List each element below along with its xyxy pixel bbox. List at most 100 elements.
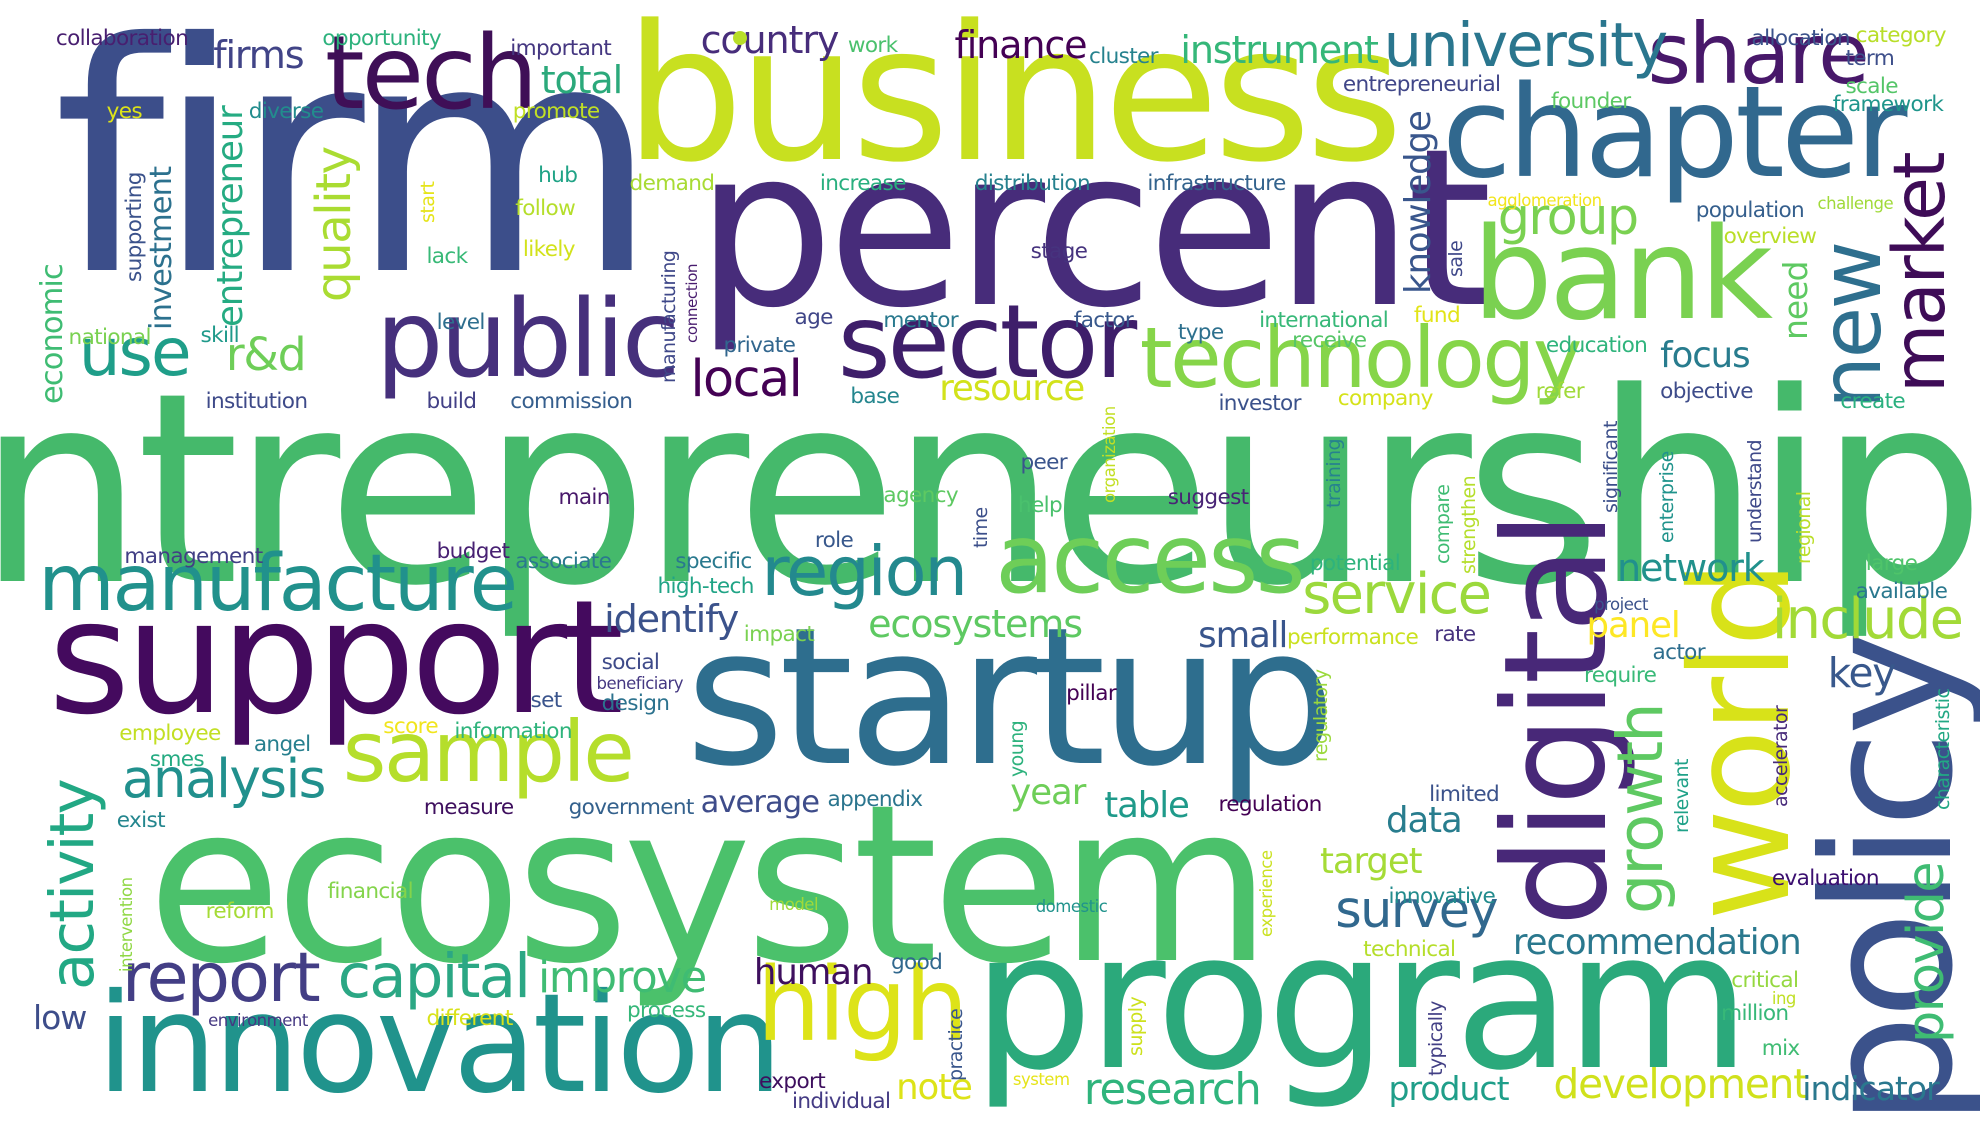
word-opportunity: opportunity	[322, 25, 442, 51]
word-process: process	[627, 998, 706, 1024]
word-network: network	[1617, 545, 1765, 590]
word-collaboration: collaboration	[55, 25, 189, 51]
word-important: important	[510, 36, 612, 62]
word-indicator: indicator	[1802, 1069, 1939, 1109]
word-provide: provide	[1896, 863, 1956, 1044]
word-resource: resource	[939, 368, 1085, 410]
word-role: role	[814, 528, 854, 554]
word-type: type	[1177, 320, 1224, 346]
word-organization: organization	[1099, 405, 1119, 503]
word-scale: scale	[1845, 74, 1898, 100]
word-relevant: relevant	[1670, 758, 1693, 833]
word-table: table	[1104, 784, 1190, 826]
word-main: main	[558, 485, 610, 511]
word-intervention: intervention	[117, 877, 137, 973]
word-entrepreneurship: entrepreneurship	[0, 337, 1980, 645]
word-finance: finance	[954, 22, 1087, 67]
word-analysis: analysis	[121, 747, 327, 810]
word-high-tech: high-tech	[657, 574, 754, 600]
word-build: build	[426, 388, 477, 414]
word-investor: investor	[1218, 391, 1301, 417]
word-need: need	[1776, 261, 1816, 341]
word-target: target	[1320, 840, 1423, 882]
word-social: social	[601, 650, 660, 676]
word-allocation: allocation	[1751, 25, 1851, 51]
word-million: million	[1721, 1000, 1789, 1026]
word-ecosystem: ecosystem	[147, 757, 1272, 1012]
word-good: good	[891, 949, 943, 975]
word-program: program	[972, 890, 1750, 1113]
word-university: university	[1383, 9, 1668, 81]
word-overview: overview	[1723, 223, 1817, 249]
word-accelerator: accelerator	[1769, 705, 1792, 808]
word-supporting: supporting	[122, 171, 148, 282]
word-smes: smes	[149, 746, 205, 772]
word-business: business	[624, 0, 1403, 204]
word-recommendation: recommendation	[1512, 921, 1802, 963]
word-pillar: pillar	[1066, 680, 1117, 706]
word-tech: tech	[324, 14, 538, 133]
word-employee: employee	[119, 721, 221, 747]
word-financial: financial	[327, 878, 413, 904]
word-large: large	[1865, 551, 1918, 577]
word-follow: follow	[515, 195, 576, 221]
word-base: base	[850, 383, 900, 409]
word-technical: technical	[1363, 937, 1456, 963]
word-regulatory: regulatory	[1310, 668, 1333, 762]
word-actor: actor	[1652, 640, 1706, 666]
word-measure: measure	[423, 795, 514, 821]
word-objective: objective	[1660, 378, 1753, 404]
word-founder: founder	[1551, 89, 1631, 115]
word-key: key	[1827, 648, 1897, 697]
word-suggest: suggest	[1167, 485, 1249, 511]
word-term: term	[1845, 46, 1895, 72]
word-set: set	[530, 688, 563, 714]
word-technology: technology	[1139, 309, 1583, 408]
word-manufacture: manufacture	[38, 536, 518, 629]
word-population: population	[1695, 198, 1805, 224]
word-reform: reform	[205, 899, 275, 925]
word-r&d: r&d	[225, 328, 307, 382]
word-product: product	[1388, 1069, 1510, 1109]
word-potential: potential	[1309, 551, 1401, 577]
word-project: project	[1594, 595, 1648, 615]
word-specific: specific	[675, 548, 752, 574]
word-instrument: instrument	[1180, 27, 1379, 72]
word-understand: understand	[1744, 440, 1767, 544]
word-percent: percent	[695, 101, 1493, 356]
word-regulation: regulation	[1218, 792, 1322, 818]
word-challenge: challenge	[1817, 194, 1894, 214]
word-receive: receive	[1292, 327, 1367, 353]
word-evaluation: evaluation	[1771, 866, 1880, 892]
word-service: service	[1302, 561, 1492, 627]
word-significant: significant	[1599, 420, 1622, 513]
word-connection: connection	[683, 263, 702, 343]
word-government: government	[568, 795, 695, 821]
word-demand: demand	[629, 170, 715, 196]
word-knowledge: knowledge	[1398, 111, 1440, 295]
word-identify: identify	[604, 596, 739, 641]
word-training: training	[1323, 438, 1346, 508]
word-strengthen: strengthen	[1457, 475, 1480, 574]
word-report: report	[121, 937, 321, 1018]
word-new: new	[1801, 243, 1900, 409]
word-critical: critical	[1731, 967, 1799, 993]
word-model: model	[769, 894, 819, 914]
word-information: information	[454, 718, 572, 744]
word-research: research	[1083, 1064, 1262, 1115]
word-sale: sale	[1444, 240, 1467, 277]
dot-mark	[733, 31, 747, 45]
word-sample: sample	[342, 702, 635, 801]
word-investment: investment	[144, 166, 180, 330]
word-design: design	[601, 690, 670, 716]
word-supply: supply	[1125, 996, 1148, 1056]
word-development: development	[1553, 1059, 1809, 1108]
word-economic: economic	[35, 263, 71, 404]
word-rate: rate	[1434, 622, 1476, 648]
word-country: country	[700, 17, 840, 62]
word-small: small	[1198, 614, 1288, 656]
word-infrastructure: infrastructure	[1147, 170, 1286, 196]
word-education: education	[1545, 333, 1648, 359]
word-budget: budget	[436, 538, 510, 564]
